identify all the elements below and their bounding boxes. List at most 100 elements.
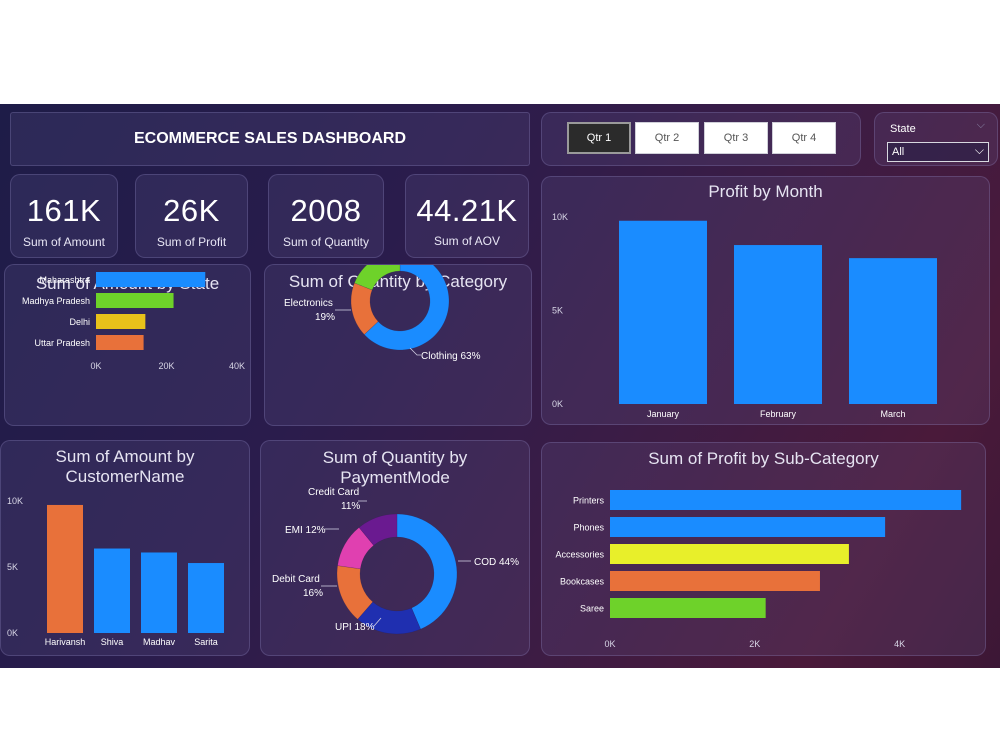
bar	[47, 504, 83, 633]
kpi-label: Sum of Amount	[22, 235, 106, 249]
chart-title-line-1: Sum of Amount by	[55, 447, 195, 466]
slice-label: 11%	[341, 501, 360, 512]
donut-slice	[358, 513, 398, 546]
tick-label: 20K	[158, 361, 174, 371]
amount-by-customer-card: Sum of Amount by CustomerName 0K 5K 10K Har…	[0, 440, 250, 656]
kpi-label: Sum of Quantity	[282, 235, 370, 249]
category-label: Saree	[580, 604, 604, 614]
chart-title: Sum of Profit by Sub-Category	[648, 449, 879, 468]
bar	[610, 490, 962, 510]
qtr-4-button[interactable]: Qtr 4	[772, 122, 836, 154]
kpi-value: 44.21K	[416, 193, 518, 228]
title-card: ECOMMERCE SALES DASHBOARD	[10, 112, 530, 166]
slice-label: UPI 18%	[335, 622, 375, 633]
state-dropdown-value: All	[892, 146, 905, 158]
donut-slice	[350, 282, 379, 335]
donut-slice	[336, 565, 374, 620]
category-label: Maharashtra	[39, 275, 90, 285]
slice-label: Debit Card	[272, 574, 320, 585]
state-slicer: State ⌵ All ⌵	[874, 112, 998, 166]
chart-title: Sum of Quantity by Category	[288, 272, 508, 291]
tick-label: 5K	[552, 306, 563, 316]
category-label: Delhi	[69, 317, 90, 327]
dashboard: ECOMMERCE SALES DASHBOARD Qtr 1 Qtr 2 Qt…	[0, 104, 1000, 668]
tick-label: 40K	[229, 361, 245, 371]
leader-line	[373, 617, 382, 627]
category-label: Phones	[573, 523, 604, 533]
amount-by-state-card: Sum of Amount by State MaharashtraMadhya…	[4, 264, 251, 426]
kpi-card-aov: 44.21K Sum of AOV	[405, 174, 529, 258]
profit-by-subcategory-chart: Printers Phones Accessories Bookcases Saree 0…	[555, 490, 962, 649]
slice-label: 16%	[303, 588, 323, 599]
slice-label: Credit Card	[308, 487, 359, 498]
chart-title-line-1: Sum of Quantity by	[322, 448, 468, 467]
tick-label: 5K	[7, 562, 18, 572]
bar	[734, 245, 822, 404]
profit-by-month-card: Profit by Month 0K 5K 10K January February Ma…	[541, 176, 990, 425]
donut-slice	[363, 265, 450, 351]
tick-label: 4K	[894, 639, 905, 649]
tick-label: 10K	[7, 496, 23, 506]
slice-label: EMI 12%	[285, 525, 326, 536]
quantity-by-payment-card: Sum of Quantity by PaymentMode COD 44% UP…	[260, 440, 530, 656]
tick-label: 0K	[7, 628, 18, 638]
kpi-card-quantity: 2008 Sum of Quantity	[268, 174, 384, 258]
amount-by-customer-chart: 0K 5K 10K Harivansh Shiva Madhav Sarita	[7, 496, 224, 647]
chevron-down-icon[interactable]: ⌵	[976, 119, 985, 131]
leader-line	[409, 347, 421, 356]
amount-by-state-chart: Maharashtra Madhya Pradesh Delhi Uttar Prad…	[22, 272, 245, 371]
qtr-1-button[interactable]: Qtr 1	[567, 122, 631, 154]
tick-label: 0K	[552, 399, 563, 409]
kpi-label: Sum of Profit	[156, 235, 227, 249]
category-label: February	[760, 409, 797, 419]
quantity-by-category-card: Sum of Quantity by Category Clothing 63%…	[264, 264, 532, 426]
dropdown-chevron-icon: ⌵	[974, 143, 984, 157]
category-label: Shiva	[101, 637, 124, 647]
category-label: Madhav	[143, 637, 176, 647]
qtr-2-button[interactable]: Qtr 2	[635, 122, 699, 154]
chart-title: Profit by Month	[708, 182, 823, 201]
category-label: Accessories	[555, 550, 604, 560]
category-label: Sarita	[194, 637, 218, 647]
bar	[619, 220, 707, 404]
state-slicer-label: State	[890, 123, 916, 135]
slice-label: Electronics	[284, 298, 333, 309]
qtr-3-button[interactable]: Qtr 3	[704, 122, 768, 154]
bar	[188, 563, 224, 633]
bar	[849, 258, 937, 404]
tick-label: 2K	[749, 639, 760, 649]
slice-label: 19%	[315, 312, 335, 323]
profit-by-month-chart: 0K 5K 10K January February March	[552, 212, 937, 419]
category-label: Bookcases	[560, 577, 605, 587]
kpi-value: 161K	[26, 193, 102, 228]
bar	[96, 314, 146, 329]
category-label: Harivansh	[45, 637, 86, 647]
bar	[141, 552, 177, 633]
chart-title-line-2: CustomerName	[65, 467, 185, 486]
donut-slice	[354, 265, 401, 291]
category-label: March	[880, 409, 905, 419]
kpi-value: 26K	[163, 193, 220, 228]
kpi-card-profit: 26K Sum of Profit	[135, 174, 248, 258]
slice-label: COD 44%	[474, 557, 519, 568]
state-dropdown[interactable]: All ⌵	[887, 142, 989, 162]
bar	[610, 571, 820, 591]
category-label: Printers	[573, 496, 605, 506]
kpi-value: 2008	[290, 193, 362, 228]
chart-title-line-2: PaymentMode	[340, 468, 450, 487]
slice-label: Clothing 63%	[421, 351, 481, 362]
tick-label: 0K	[604, 639, 615, 649]
profit-by-subcategory-card: Sum of Profit by Sub-Category Printers Ph…	[541, 442, 986, 656]
dashboard-title: ECOMMERCE SALES DASHBOARD	[133, 130, 406, 147]
tick-label: 0K	[90, 361, 101, 371]
bar	[96, 272, 206, 287]
bar	[94, 548, 130, 633]
bar	[610, 598, 766, 618]
bar	[96, 293, 174, 308]
quarter-slicer: Qtr 1 Qtr 2 Qtr 3 Qtr 4	[541, 112, 861, 166]
category-label: Madhya Pradesh	[22, 296, 90, 306]
donut-slice	[396, 513, 458, 630]
bar	[610, 544, 849, 564]
bar	[96, 335, 144, 350]
